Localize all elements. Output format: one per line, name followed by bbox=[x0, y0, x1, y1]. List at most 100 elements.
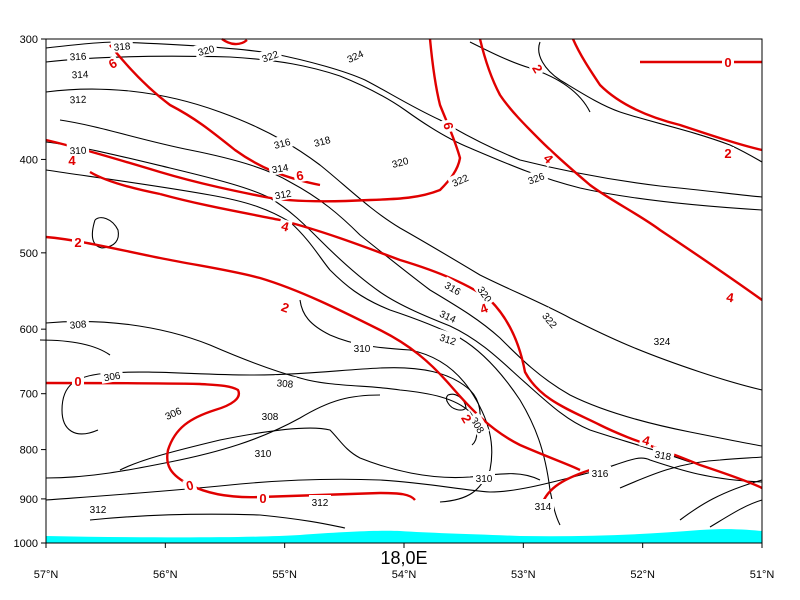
theta-contour-line-3 bbox=[59, 119, 763, 447]
theta-contour-line-5 bbox=[45, 169, 561, 526]
wind-contour-label-3: 0 bbox=[722, 55, 734, 70]
y-tick-label-0: 300 bbox=[20, 34, 38, 46]
theta-contour-line-0 bbox=[45, 41, 763, 198]
svg-text:306: 306 bbox=[103, 371, 122, 385]
wind-contour-line-4 bbox=[45, 235, 581, 472]
wind-contour-label-10: 4 bbox=[277, 218, 293, 235]
y-tick-label-4: 700 bbox=[20, 389, 38, 401]
svg-text:6: 6 bbox=[440, 121, 456, 131]
y-tick-label-7: 1000 bbox=[14, 538, 38, 550]
axis-ticks: 57°N 56°N 55°N 54°N 53°N 52°N 51°N300400500600… bbox=[14, 34, 775, 581]
wind-contour-label-13: 4 bbox=[638, 432, 654, 449]
svg-text:4: 4 bbox=[68, 153, 76, 168]
wind-contour-label-17: 6 bbox=[440, 118, 457, 133]
theta-contour-label-14: 312 bbox=[309, 495, 331, 509]
svg-text:0: 0 bbox=[259, 491, 266, 506]
svg-text:316: 316 bbox=[273, 137, 292, 152]
svg-text:320: 320 bbox=[391, 156, 410, 171]
svg-text:310: 310 bbox=[476, 474, 493, 485]
theta-contour-label-4: 308 bbox=[259, 409, 281, 423]
x-tick-label-6: 51°N bbox=[750, 569, 775, 581]
wind-contour-line-0 bbox=[45, 38, 462, 203]
theta-contour-label-10: 312 bbox=[66, 91, 90, 106]
y-tick-label-1: 400 bbox=[20, 154, 38, 166]
wind-contour-label-11: 4 bbox=[475, 300, 492, 317]
wind-contour-label-6: 2 bbox=[457, 410, 476, 428]
svg-text:318: 318 bbox=[313, 135, 332, 150]
svg-text:314: 314 bbox=[71, 70, 89, 82]
wind-contour-line-10 bbox=[221, 38, 248, 46]
theta-contour-line-10 bbox=[45, 457, 763, 501]
svg-text:2: 2 bbox=[74, 235, 81, 250]
svg-text:312: 312 bbox=[274, 189, 293, 203]
theta-contour-label-15: 314 bbox=[532, 499, 554, 513]
theta-contour-label-16: 314 bbox=[68, 66, 92, 82]
svg-text:308: 308 bbox=[276, 378, 294, 390]
theta-contour-label-0: 306 bbox=[99, 367, 124, 385]
theta-contour-label-7: 310 bbox=[351, 341, 373, 355]
wind-contour-label-15: 6 bbox=[104, 54, 122, 73]
svg-text:2: 2 bbox=[724, 146, 731, 161]
theta-contour-label-25: 318 bbox=[309, 131, 335, 150]
svg-text:320: 320 bbox=[197, 44, 216, 59]
theta-contour-line-19 bbox=[538, 41, 763, 163]
theta-contour-line-13 bbox=[619, 456, 763, 489]
theta-contour-label-28: 320 bbox=[387, 152, 413, 171]
svg-text:308: 308 bbox=[69, 319, 87, 331]
svg-text:4: 4 bbox=[641, 432, 653, 449]
theta-contour-label-27: 320 bbox=[193, 40, 219, 59]
wind-contour-label-4: 2 bbox=[72, 235, 84, 250]
theta-contour-line-11 bbox=[89, 513, 346, 529]
wind-contours bbox=[45, 38, 763, 511]
theta-contour-label-20: 316 bbox=[66, 48, 90, 64]
theta-contour-line-16 bbox=[39, 339, 111, 356]
plot-background bbox=[46, 39, 762, 543]
svg-text:4: 4 bbox=[280, 218, 292, 235]
theta-contour-label-23: 318 bbox=[651, 446, 676, 464]
svg-text:310: 310 bbox=[255, 449, 272, 460]
wind-contour-line-8 bbox=[89, 170, 161, 196]
svg-text:4: 4 bbox=[725, 289, 735, 305]
theta-contour-label-9: 310 bbox=[473, 471, 495, 485]
svg-text:6: 6 bbox=[295, 167, 305, 183]
wind-contour-line-7 bbox=[45, 381, 416, 501]
theta-contour-label-19: 316 bbox=[589, 466, 611, 480]
x-tick-label-0: 57°N bbox=[34, 569, 59, 581]
x-tick-label-4: 53°N bbox=[511, 569, 536, 581]
wind-contour-line-2 bbox=[571, 38, 763, 152]
svg-text:312: 312 bbox=[312, 498, 329, 509]
theta-contour-label-11: 312 bbox=[270, 185, 295, 203]
wind-contour-label-16: 6 bbox=[292, 167, 307, 184]
svg-text:2: 2 bbox=[279, 299, 291, 316]
svg-text:316: 316 bbox=[69, 52, 87, 64]
svg-text:312: 312 bbox=[438, 333, 458, 349]
theta-contour-line-17 bbox=[91, 217, 119, 249]
wind-contour-label-5: 2 bbox=[277, 299, 294, 316]
theta-contour-label-2: 308 bbox=[66, 316, 90, 332]
theta-contour-label-32: 324 bbox=[651, 334, 673, 348]
theta-contours bbox=[39, 41, 763, 529]
y-tick-label-3: 600 bbox=[20, 324, 38, 336]
theta-contour-label-21: 316 bbox=[269, 133, 295, 152]
wind-contour-label-7: 2 bbox=[528, 60, 547, 78]
svg-text:318: 318 bbox=[654, 450, 673, 464]
x-tick-label-5: 52°N bbox=[630, 569, 655, 581]
y-tick-label-5: 800 bbox=[20, 445, 38, 457]
x-tick-label-3: 54°N bbox=[392, 569, 417, 581]
wind-contour-label-8: 2 bbox=[722, 146, 734, 161]
y-tick-label-2: 500 bbox=[20, 248, 38, 260]
wind-contour-label-1: 0 bbox=[182, 477, 198, 494]
svg-text:0: 0 bbox=[184, 477, 195, 493]
wind-contour-label-9: 4 bbox=[66, 153, 78, 168]
theta-contour-label-6: 310 bbox=[66, 142, 90, 157]
theta-contour-line-4 bbox=[45, 141, 691, 463]
theta-contour-line-12 bbox=[45, 394, 381, 479]
svg-text:308: 308 bbox=[262, 412, 279, 423]
wind-contour-label-14: 4 bbox=[723, 289, 738, 306]
svg-text:0: 0 bbox=[74, 374, 81, 389]
theta-contour-line-15 bbox=[709, 499, 763, 528]
x-tick-label-2: 55°N bbox=[272, 569, 297, 581]
y-tick-label-6: 900 bbox=[20, 494, 38, 506]
svg-text:314: 314 bbox=[535, 502, 552, 513]
